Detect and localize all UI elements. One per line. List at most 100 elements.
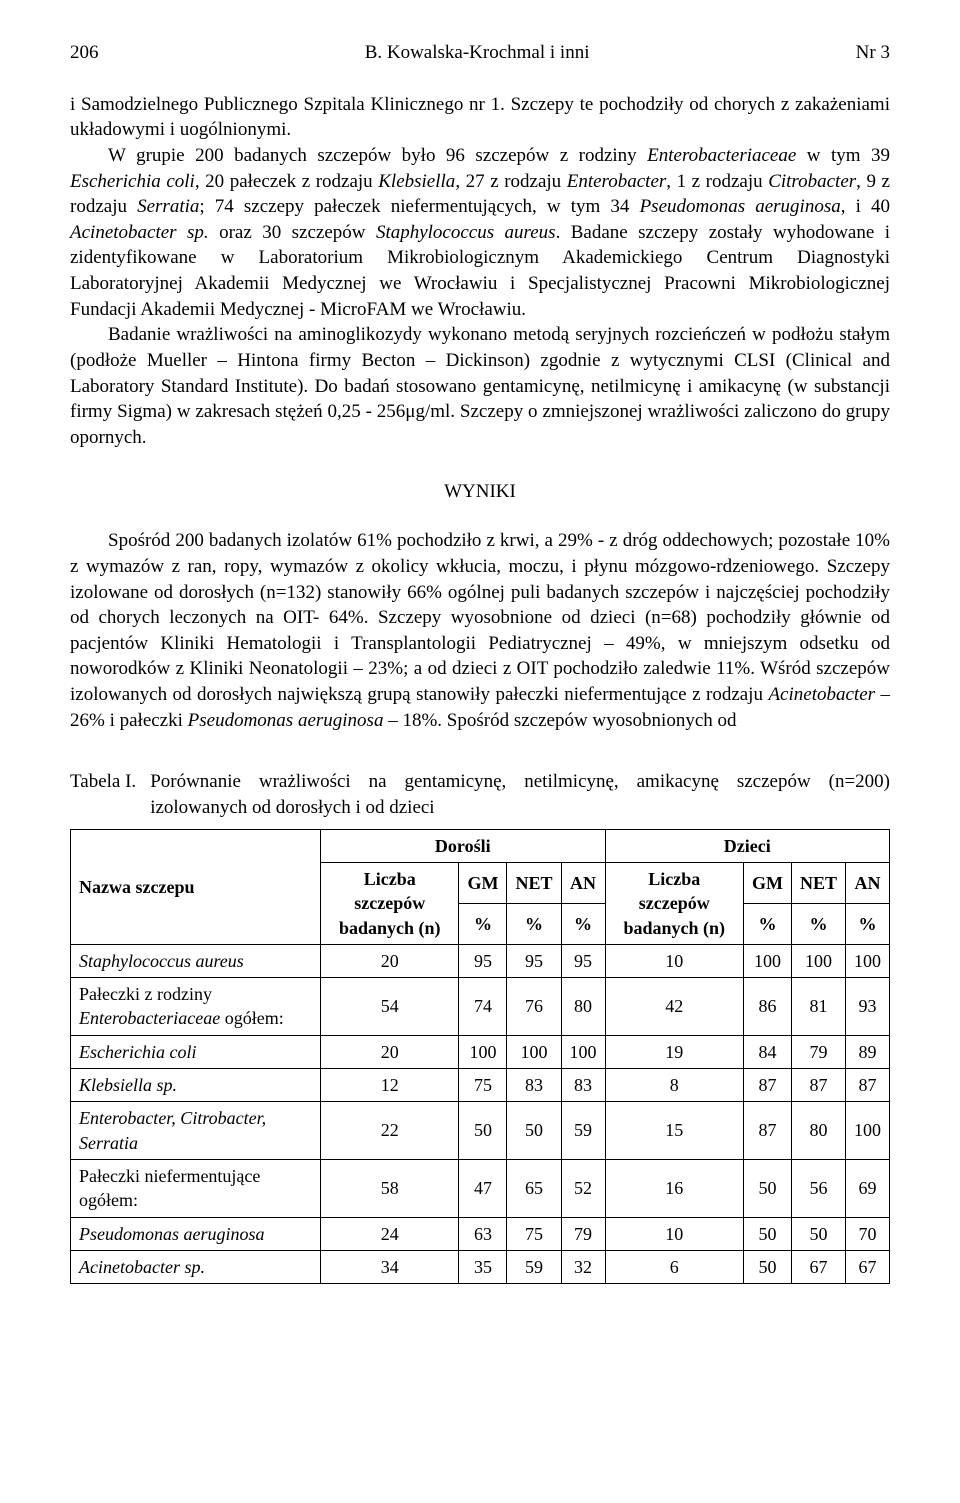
data-cell: 24 — [321, 1217, 459, 1250]
pct-header: % — [459, 903, 507, 944]
table-caption-text: Porównanie wrażliwości na gentamicynę, n… — [150, 769, 890, 820]
data-cell: 67 — [846, 1250, 890, 1283]
data-cell: 100 — [743, 944, 791, 977]
data-cell: 87 — [791, 1069, 845, 1102]
data-cell: 74 — [459, 978, 507, 1036]
row-name-cell: Pseudomonas aeruginosa — [71, 1217, 321, 1250]
running-head-center: B. Kowalska-Krochmal i inni — [365, 40, 590, 66]
table-caption: Tabela I. Porównanie wrażliwości na gent… — [70, 769, 890, 820]
species-name: Enterobacter — [567, 171, 667, 192]
data-cell: 70 — [846, 1217, 890, 1250]
text-run: w tym 39 — [796, 145, 890, 166]
pct-header: % — [791, 903, 845, 944]
species-name: Pseudomonas aeruginosa — [188, 710, 384, 731]
data-cell: 6 — [605, 1250, 743, 1283]
paragraph-4: Spośród 200 badanych izolatów 61% pochod… — [70, 528, 890, 733]
pct-header: % — [743, 903, 791, 944]
row-name-cell: Enterobacter, Citrobacter, Serratia — [71, 1102, 321, 1160]
data-cell: 54 — [321, 978, 459, 1036]
data-cell: 95 — [507, 944, 561, 977]
row-name-cell: Staphylococcus aureus — [71, 944, 321, 977]
text-run: , 1 z rodzaju — [666, 171, 768, 192]
species-name: Enterobacteriaceae — [647, 145, 796, 166]
data-cell: 59 — [561, 1102, 605, 1160]
section-heading-results: WYNIKI — [70, 479, 890, 505]
row-name-cell: Pałeczki z rodziny Enterobacteriaceae og… — [71, 978, 321, 1036]
col-gm-dorosli: GM — [459, 862, 507, 903]
text-run: ; 74 szczepy pałeczek niefermentujących,… — [199, 196, 639, 217]
page-number-right: Nr 3 — [856, 40, 890, 66]
data-cell: 87 — [743, 1069, 791, 1102]
data-cell: 32 — [561, 1250, 605, 1283]
table-row: Acinetobacter sp.343559326506767 — [71, 1250, 890, 1283]
data-cell: 80 — [791, 1102, 845, 1160]
data-cell: 81 — [791, 978, 845, 1036]
data-cell: 10 — [605, 944, 743, 977]
paragraph-2: W grupie 200 badanych szczepów było 96 s… — [70, 143, 890, 322]
data-cell: 76 — [507, 978, 561, 1036]
species-name: Klebsiella — [378, 171, 455, 192]
data-cell: 10 — [605, 1217, 743, 1250]
table-row: Pseudomonas aeruginosa2463757910505070 — [71, 1217, 890, 1250]
table-row: Pałeczki niefermentujące ogółem:58476552… — [71, 1159, 890, 1217]
data-cell: 100 — [846, 1102, 890, 1160]
page-number-left: 206 — [70, 40, 99, 66]
data-cell: 19 — [605, 1035, 743, 1068]
text-run: Spośród 200 badanych izolatów 61% pochod… — [70, 530, 890, 705]
data-cell: 56 — [791, 1159, 845, 1217]
data-cell: 80 — [561, 978, 605, 1036]
data-cell: 8 — [605, 1069, 743, 1102]
data-cell: 67 — [791, 1250, 845, 1283]
col-nazwa-header: Nazwa szczepu — [71, 829, 321, 944]
data-cell: 50 — [743, 1159, 791, 1217]
species-name: Pseudomonas aeruginosa — [640, 196, 841, 217]
text-run: – 18%. Spośród szczepów wyosobnionych od — [383, 710, 736, 731]
col-an-dorosli: AN — [561, 862, 605, 903]
table-row: Escherichia coli2010010010019847989 — [71, 1035, 890, 1068]
data-cell: 69 — [846, 1159, 890, 1217]
data-cell: 83 — [561, 1069, 605, 1102]
species-name: Staphylococcus aureus — [376, 222, 556, 243]
data-cell: 20 — [321, 944, 459, 977]
col-net-dzieci: NET — [791, 862, 845, 903]
data-cell: 79 — [561, 1217, 605, 1250]
data-cell: 35 — [459, 1250, 507, 1283]
species-name: Serratia — [137, 196, 199, 217]
table-row: Pałeczki z rodziny Enterobacteriaceae og… — [71, 978, 890, 1036]
row-name-cell: Klebsiella sp. — [71, 1069, 321, 1102]
data-cell: 34 — [321, 1250, 459, 1283]
text-run: W grupie 200 badanych szczepów było 96 s… — [108, 145, 647, 166]
data-cell: 58 — [321, 1159, 459, 1217]
data-cell: 50 — [743, 1250, 791, 1283]
text-run: , 27 z rodzaju — [455, 171, 566, 192]
data-cell: 47 — [459, 1159, 507, 1217]
data-cell: 83 — [507, 1069, 561, 1102]
data-cell: 50 — [507, 1102, 561, 1160]
data-cell: 50 — [743, 1217, 791, 1250]
data-cell: 63 — [459, 1217, 507, 1250]
data-cell: 16 — [605, 1159, 743, 1217]
data-cell: 52 — [561, 1159, 605, 1217]
text-run: oraz 30 szczepów — [209, 222, 376, 243]
col-liczba-dzieci: Liczba szczepów badanych (n) — [605, 862, 743, 944]
col-liczba-dorosli: Liczba szczepów badanych (n) — [321, 862, 459, 944]
data-cell: 95 — [459, 944, 507, 977]
data-cell: 89 — [846, 1035, 890, 1068]
data-cell: 22 — [321, 1102, 459, 1160]
data-cell: 15 — [605, 1102, 743, 1160]
data-cell: 100 — [561, 1035, 605, 1068]
data-cell: 75 — [459, 1069, 507, 1102]
data-cell: 65 — [507, 1159, 561, 1217]
data-cell: 50 — [459, 1102, 507, 1160]
data-cell: 100 — [791, 944, 845, 977]
data-cell: 95 — [561, 944, 605, 977]
paragraph-3: Badanie wrażliwości na aminoglikozydy wy… — [70, 322, 890, 450]
pct-header: % — [846, 903, 890, 944]
species-name: Acinetobacter sp. — [70, 222, 209, 243]
text-run: , 20 pałeczek z rodzaju — [195, 171, 378, 192]
results-table: Nazwa szczepu Dorośli Dzieci Liczba szcz… — [70, 829, 890, 1284]
table-label: Tabela I. — [70, 769, 150, 820]
species-name: Citrobacter — [768, 171, 856, 192]
data-cell: 100 — [507, 1035, 561, 1068]
table-header-row-1: Nazwa szczepu Dorośli Dzieci — [71, 829, 890, 862]
